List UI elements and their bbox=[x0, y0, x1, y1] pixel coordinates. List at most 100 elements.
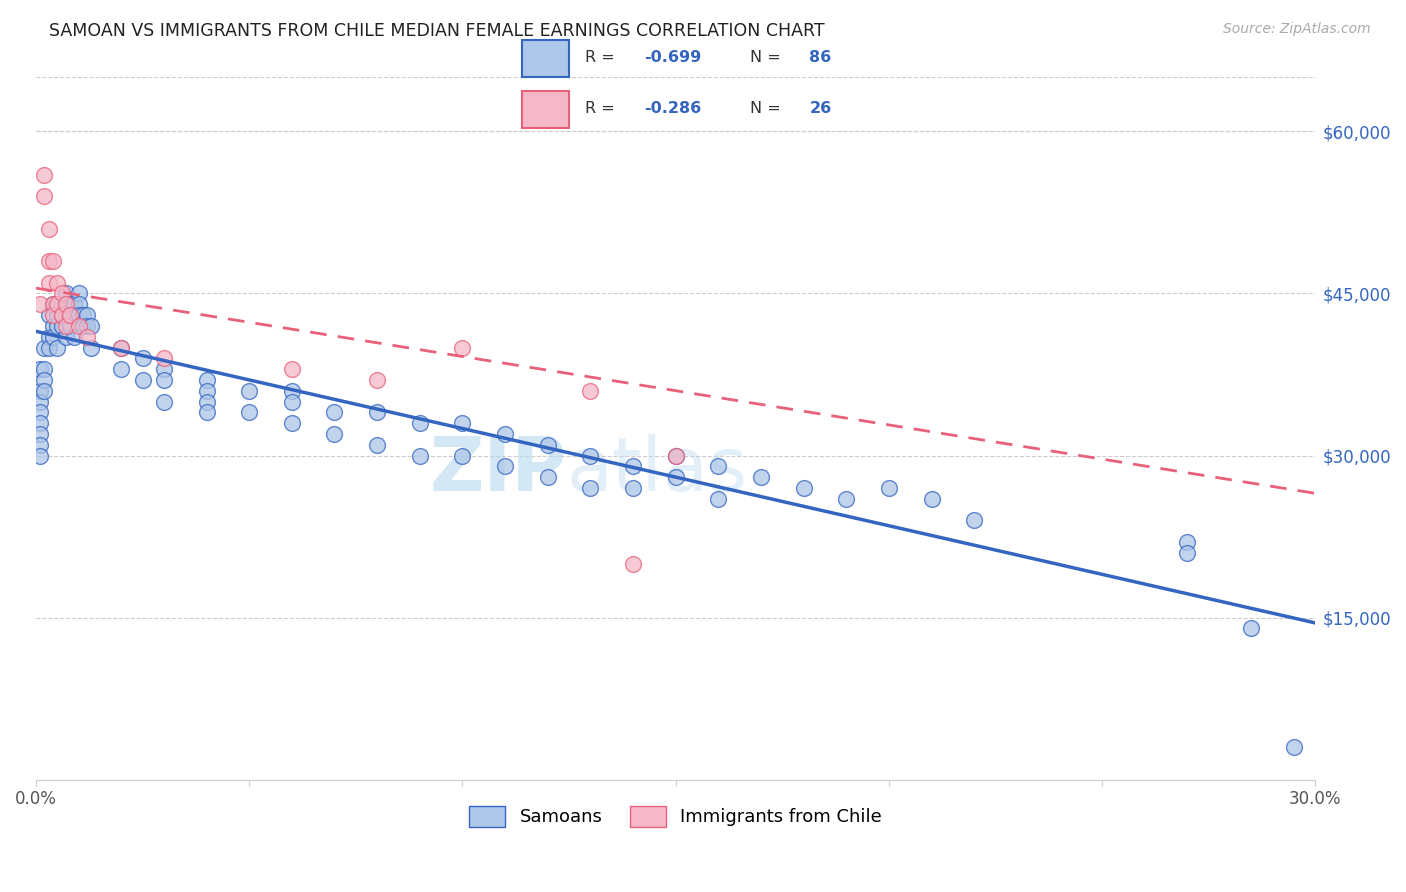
Point bbox=[80, 318, 103, 333]
Point bbox=[30, 438, 52, 452]
Point bbox=[621, 557, 644, 571]
Point bbox=[34, 168, 56, 182]
Point bbox=[621, 459, 644, 474]
Text: 26: 26 bbox=[810, 101, 831, 116]
Point bbox=[67, 308, 90, 322]
Point bbox=[51, 297, 73, 311]
Point bbox=[451, 341, 474, 355]
Text: 86: 86 bbox=[810, 50, 831, 65]
Point bbox=[110, 341, 132, 355]
Point bbox=[195, 405, 218, 419]
Point bbox=[963, 513, 986, 527]
Point bbox=[281, 416, 304, 430]
Text: ZIP: ZIP bbox=[430, 434, 567, 508]
Point bbox=[46, 297, 69, 311]
Point bbox=[67, 318, 90, 333]
Point bbox=[42, 297, 65, 311]
Point bbox=[51, 318, 73, 333]
Text: -0.699: -0.699 bbox=[644, 50, 702, 65]
Point bbox=[55, 329, 77, 343]
Text: N =: N = bbox=[751, 50, 786, 65]
Point bbox=[76, 318, 98, 333]
Point bbox=[451, 416, 474, 430]
Point bbox=[409, 416, 432, 430]
Point bbox=[59, 318, 82, 333]
Text: -0.286: -0.286 bbox=[644, 101, 702, 116]
Point bbox=[63, 308, 86, 322]
Point bbox=[76, 329, 98, 343]
Point bbox=[30, 394, 52, 409]
Point bbox=[38, 341, 60, 355]
Point bbox=[59, 297, 82, 311]
Point bbox=[42, 329, 65, 343]
Point bbox=[494, 426, 516, 441]
Point bbox=[1177, 546, 1199, 560]
Point bbox=[665, 449, 688, 463]
Point bbox=[131, 373, 153, 387]
Point bbox=[38, 329, 60, 343]
Point bbox=[835, 491, 858, 506]
Point bbox=[38, 276, 60, 290]
Point bbox=[34, 362, 56, 376]
Point bbox=[366, 405, 388, 419]
Point bbox=[67, 286, 90, 301]
Point bbox=[55, 286, 77, 301]
Point bbox=[38, 308, 60, 322]
Point bbox=[281, 384, 304, 398]
Point bbox=[46, 308, 69, 322]
Point bbox=[63, 297, 86, 311]
Point bbox=[665, 449, 688, 463]
Point bbox=[72, 308, 94, 322]
Point bbox=[34, 373, 56, 387]
Point bbox=[195, 373, 218, 387]
Point bbox=[366, 438, 388, 452]
Point bbox=[30, 449, 52, 463]
Point bbox=[72, 318, 94, 333]
Point bbox=[55, 308, 77, 322]
Text: SAMOAN VS IMMIGRANTS FROM CHILE MEDIAN FEMALE EARNINGS CORRELATION CHART: SAMOAN VS IMMIGRANTS FROM CHILE MEDIAN F… bbox=[49, 22, 825, 40]
Legend: Samoans, Immigrants from Chile: Samoans, Immigrants from Chile bbox=[463, 798, 890, 834]
Point bbox=[153, 394, 176, 409]
Point bbox=[537, 438, 560, 452]
Point bbox=[1282, 740, 1305, 755]
Point bbox=[281, 394, 304, 409]
Point bbox=[59, 308, 82, 322]
Point bbox=[55, 318, 77, 333]
Point bbox=[51, 308, 73, 322]
Point bbox=[153, 373, 176, 387]
Point bbox=[323, 405, 346, 419]
Text: atlas: atlas bbox=[567, 434, 748, 508]
Point bbox=[42, 308, 65, 322]
Point bbox=[38, 254, 60, 268]
Point bbox=[34, 384, 56, 398]
Point bbox=[877, 481, 900, 495]
Point bbox=[238, 405, 260, 419]
Point bbox=[30, 297, 52, 311]
Point bbox=[30, 416, 52, 430]
Point bbox=[707, 459, 730, 474]
Point bbox=[34, 341, 56, 355]
Point bbox=[38, 221, 60, 235]
Point bbox=[1240, 621, 1263, 635]
Point bbox=[42, 318, 65, 333]
Point bbox=[366, 373, 388, 387]
Point bbox=[30, 405, 52, 419]
Text: R =: R = bbox=[585, 101, 620, 116]
FancyBboxPatch shape bbox=[522, 40, 569, 77]
Point bbox=[537, 470, 560, 484]
Point bbox=[665, 470, 688, 484]
Point bbox=[46, 276, 69, 290]
Point bbox=[46, 318, 69, 333]
Point bbox=[67, 297, 90, 311]
Point bbox=[451, 449, 474, 463]
Point bbox=[579, 481, 602, 495]
Point bbox=[793, 481, 815, 495]
Point bbox=[707, 491, 730, 506]
Point bbox=[153, 351, 176, 366]
Point bbox=[110, 362, 132, 376]
Point bbox=[579, 449, 602, 463]
Point bbox=[42, 254, 65, 268]
Point bbox=[63, 329, 86, 343]
Point bbox=[51, 308, 73, 322]
Point bbox=[59, 308, 82, 322]
